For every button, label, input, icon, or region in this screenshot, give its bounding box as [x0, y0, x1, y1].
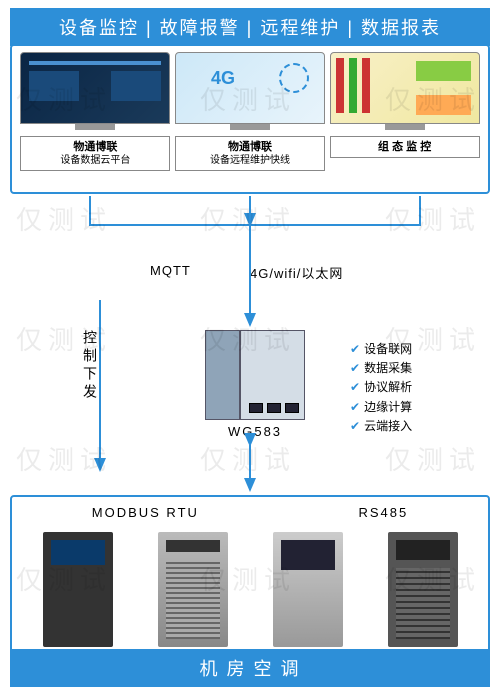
mqtt-label: MQTT — [150, 263, 191, 278]
check-icon: ✔ — [350, 419, 360, 433]
cloud-label-sub: 设备远程维护快线 — [180, 154, 320, 167]
watermark: 仅测试 — [16, 200, 112, 237]
header-bar: 设备监控 | 故障报警 | 远程维护 | 数据报表 — [10, 8, 490, 46]
hvac-unit — [273, 532, 343, 647]
watermark: 仅测试 — [385, 200, 481, 237]
watermark: 仅测试 — [385, 440, 481, 477]
check-icon: ✔ — [350, 380, 360, 394]
net-label: 4G/wifi/以太网 — [250, 263, 343, 282]
cloud-label-sub: 设备数据云平台 — [25, 154, 165, 167]
feature-item: ✔边缘计算 — [350, 398, 412, 417]
check-icon: ✔ — [350, 400, 360, 414]
check-icon: ✔ — [350, 361, 360, 375]
laptop-icon: 4G — [175, 52, 325, 124]
control-label: 控制下发 — [80, 330, 100, 402]
watermark: 仅测试 — [16, 440, 112, 477]
features-list: ✔设备联网 ✔数据采集 ✔协议解析 ✔边缘计算 ✔云端接入 — [350, 340, 412, 436]
watermark: 仅测试 — [200, 440, 296, 477]
watermark: 仅测试 — [200, 200, 296, 237]
hvac-unit — [158, 532, 228, 647]
feature-item: ✔设备联网 — [350, 340, 412, 359]
cloud-label-title: 物通博联 — [25, 140, 165, 154]
hvac-unit — [43, 532, 113, 647]
feature-item: ✔协议解析 — [350, 378, 412, 397]
laptop-icon — [20, 52, 170, 124]
cloud-item-scada: 组 态 监 控 — [330, 52, 480, 171]
rs485-label: RS485 — [358, 505, 408, 520]
gateway-name: WG583 — [200, 424, 310, 439]
laptop-icon — [330, 52, 480, 124]
feature-item: ✔云端接入 — [350, 417, 412, 436]
cloud-label-title: 物通博联 — [180, 140, 320, 154]
footer-bar: 机 房 空 调 — [10, 649, 490, 687]
cloud-item-remote: 4G 物通博联 设备远程维护快线 — [175, 52, 325, 171]
cloud-frame: 物通博联 设备数据云平台 4G 物通博联 设备远程维护快线 — [10, 44, 490, 194]
feature-item: ✔数据采集 — [350, 359, 412, 378]
cloud-item-data-platform: 物通博联 设备数据云平台 — [20, 52, 170, 171]
gateway-device: WG583 — [200, 330, 310, 440]
modbus-label: MODBUS RTU — [92, 505, 199, 520]
check-icon: ✔ — [350, 342, 360, 356]
hvac-unit — [388, 532, 458, 647]
equipment-frame: MODBUS RTU RS485 — [10, 495, 490, 655]
cloud-label-title: 组 态 监 控 — [335, 140, 475, 154]
